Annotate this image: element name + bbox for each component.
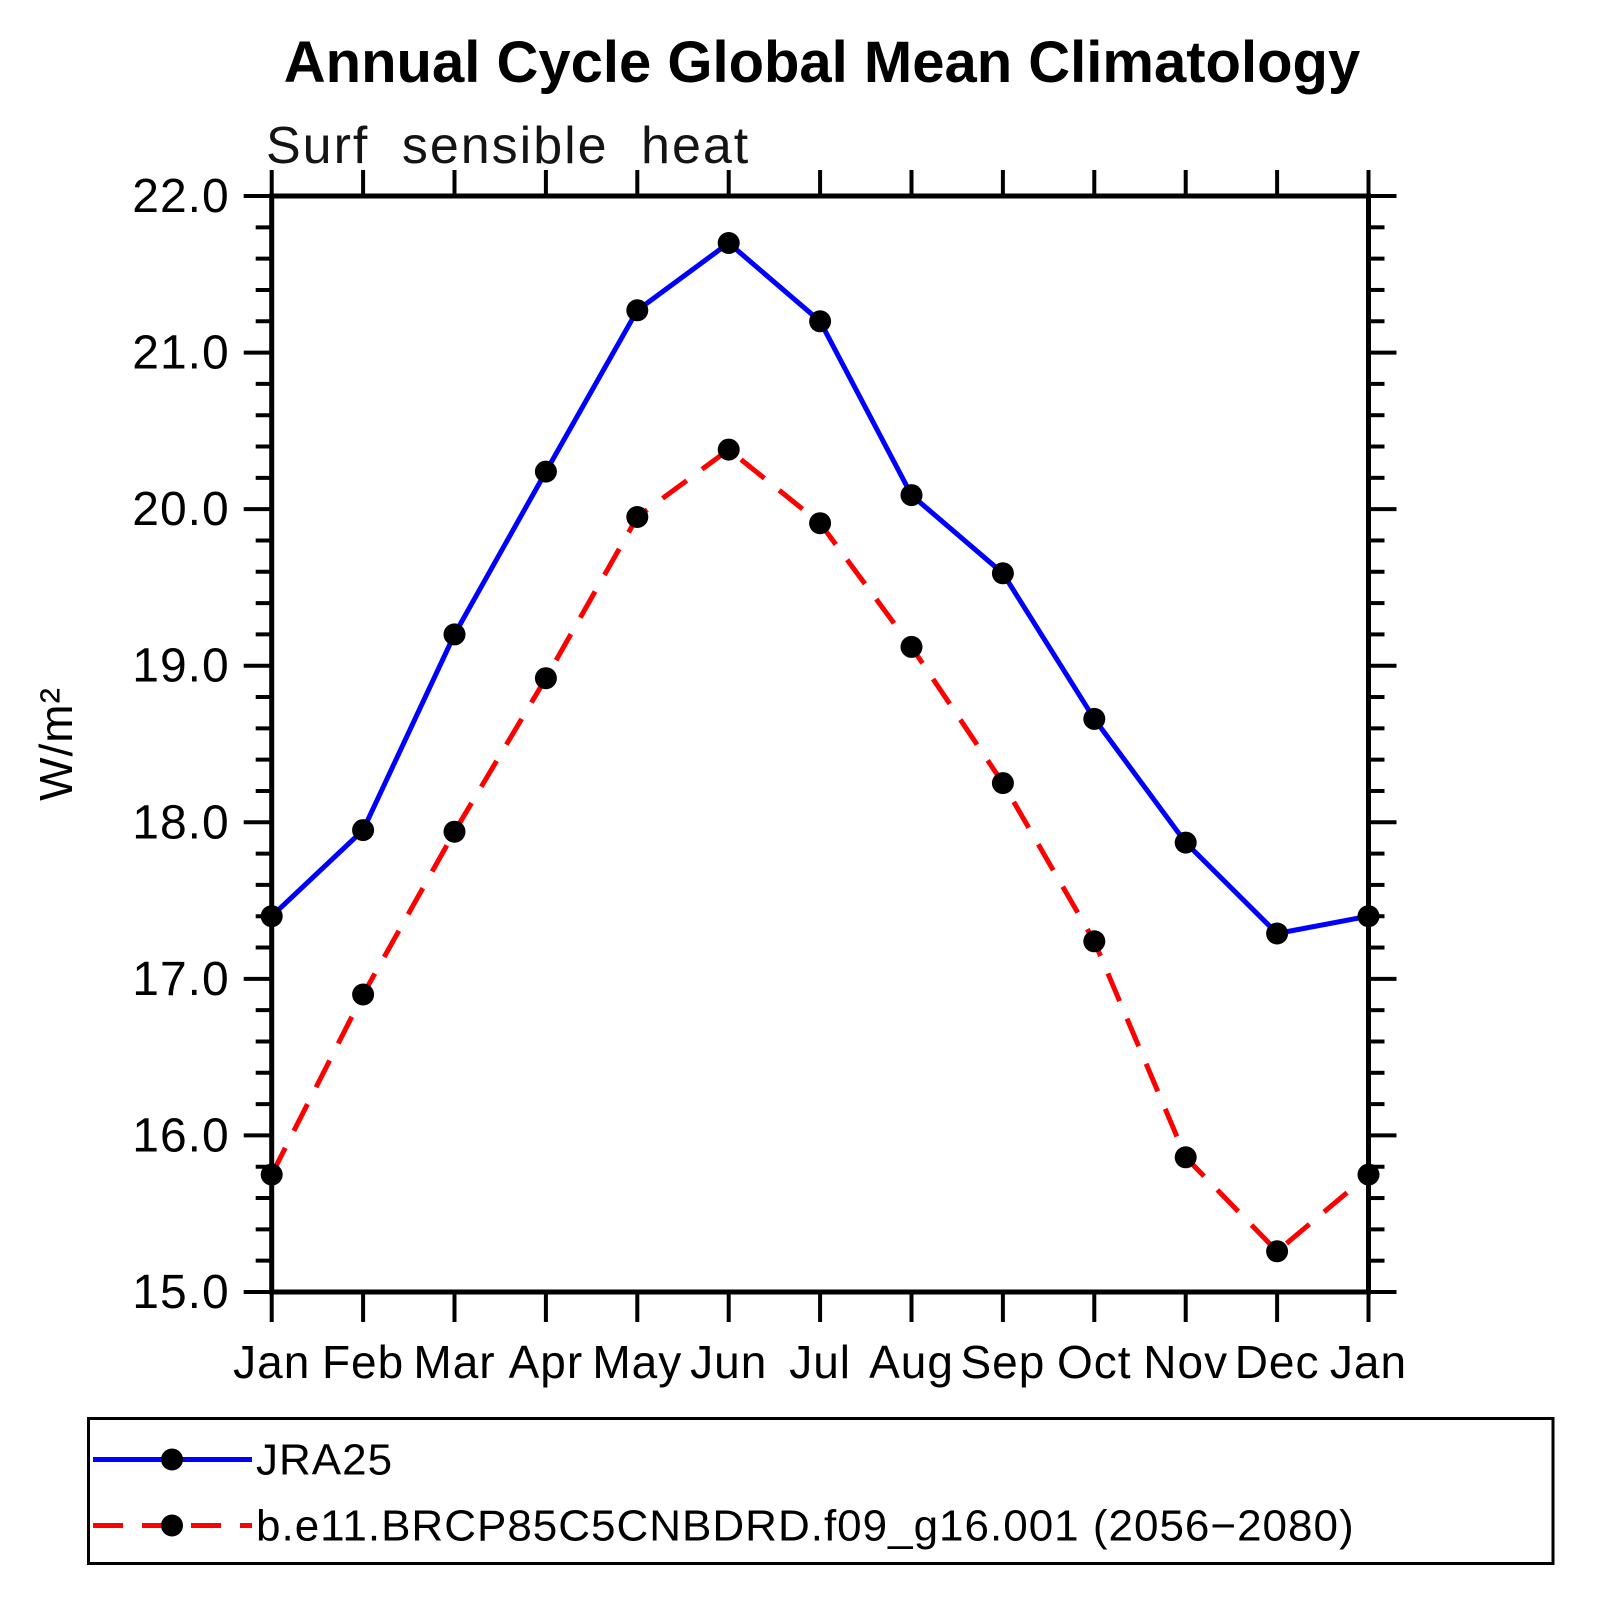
data-point bbox=[900, 484, 923, 507]
x-axis-month-label: Sep bbox=[960, 1336, 1045, 1388]
series-line bbox=[269, 239, 1369, 937]
y-axis-tick-label: 15.0 bbox=[132, 1266, 229, 1319]
data-point bbox=[352, 983, 375, 1006]
data-point bbox=[1357, 1163, 1380, 1186]
axis-ticks bbox=[243, 170, 1397, 1322]
y-axis-title: W/m² bbox=[30, 687, 82, 801]
data-point bbox=[1083, 930, 1106, 953]
data-point bbox=[443, 820, 466, 843]
plot-border bbox=[269, 193, 1372, 1295]
data-point bbox=[991, 562, 1014, 585]
data-point bbox=[1266, 1240, 1289, 1263]
data-point bbox=[1357, 905, 1380, 928]
x-axis-month-label: Apr bbox=[509, 1336, 584, 1388]
legend-marker bbox=[161, 1514, 183, 1537]
x-axis-month-label: Jul bbox=[789, 1336, 851, 1388]
x-axis-month-label: Oct bbox=[1057, 1336, 1132, 1388]
y-axis-tick-label: 18.0 bbox=[132, 796, 229, 849]
data-point bbox=[809, 310, 832, 333]
legend-label: JRA25 bbox=[256, 1436, 393, 1485]
x-axis-month-label: Jun bbox=[690, 1336, 767, 1388]
y-axis-tick-label: 16.0 bbox=[132, 1109, 229, 1162]
series-line bbox=[269, 446, 1371, 1255]
data-point bbox=[1266, 922, 1289, 945]
data-point bbox=[1083, 707, 1106, 730]
data-point bbox=[626, 506, 649, 528]
x-axis-month-label: Feb bbox=[322, 1336, 404, 1388]
legend-marker bbox=[161, 1448, 183, 1471]
chart-title: Annual Cycle Global Mean Climatology bbox=[284, 30, 1360, 95]
y-axis-tick-label: 22.0 bbox=[132, 170, 229, 223]
x-axis-month-label: Mar bbox=[413, 1336, 495, 1388]
legend: JRA25 b.e11.BRCP85C5CNBDRD.f09_g16.001 (2… bbox=[87, 1417, 1555, 1565]
data-series bbox=[260, 232, 1380, 1263]
x-axis-month-label: Jan bbox=[1330, 1336, 1407, 1388]
data-point bbox=[991, 772, 1014, 795]
x-axis-month-label: Aug bbox=[869, 1336, 954, 1388]
data-point bbox=[352, 819, 375, 842]
y-axis-tick-label: 17.0 bbox=[132, 953, 229, 1006]
x-axis-month-label: Dec bbox=[1235, 1336, 1320, 1388]
y-axis-tick-label: 19.0 bbox=[132, 640, 229, 693]
data-point bbox=[717, 232, 740, 254]
legend-label: b.e11.BRCP85C5CNBDRD.f09_g16.001 (2056−2… bbox=[256, 1502, 1355, 1551]
data-point bbox=[534, 460, 557, 483]
x-axis-month-label: May bbox=[592, 1336, 682, 1388]
legend-box bbox=[87, 1417, 1555, 1565]
data-point bbox=[900, 635, 923, 658]
data-point bbox=[260, 1163, 283, 1186]
data-point bbox=[260, 905, 283, 928]
data-point bbox=[534, 667, 557, 690]
data-point bbox=[626, 299, 649, 322]
data-point bbox=[717, 438, 740, 461]
plot-frame bbox=[269, 193, 1372, 1295]
data-point bbox=[443, 623, 466, 646]
chart-subtitle: Surf sensible heat bbox=[266, 117, 750, 175]
x-axis-month-label: Jan bbox=[233, 1336, 310, 1388]
x-axis-month-label: Nov bbox=[1143, 1336, 1228, 1388]
data-point bbox=[809, 512, 832, 535]
y-axis-tick-label: 20.0 bbox=[132, 483, 229, 536]
y-axis-tick-label: 21.0 bbox=[132, 327, 229, 380]
data-point bbox=[1174, 1146, 1197, 1169]
data-point bbox=[1174, 831, 1197, 854]
